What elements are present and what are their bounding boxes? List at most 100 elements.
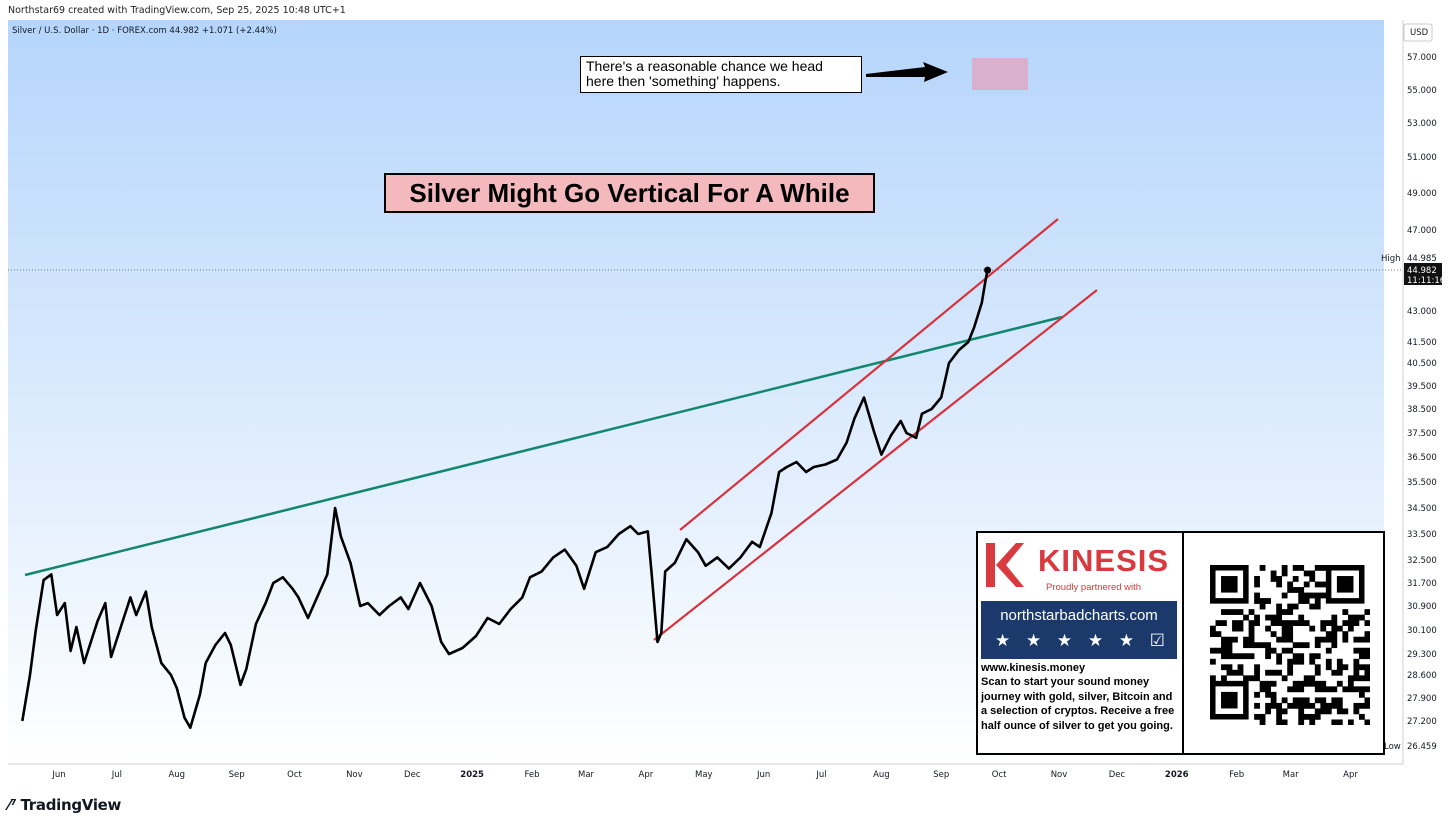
- y-tick-label: 35.500: [1407, 478, 1437, 488]
- qr-module: [1298, 719, 1305, 725]
- y-tick-label: 49.000: [1407, 189, 1437, 199]
- qr-module: [1292, 702, 1299, 709]
- x-tick-label: Oct: [287, 770, 302, 780]
- qr-module: [1364, 636, 1370, 643]
- qr-module: [1270, 620, 1277, 626]
- qr-module: [1364, 702, 1370, 709]
- qr-module: [1243, 642, 1249, 649]
- qr-module: [1314, 653, 1321, 660]
- qr-module: [1347, 620, 1354, 626]
- qr-module: [1259, 603, 1266, 610]
- qr-module: [1270, 570, 1277, 577]
- qr-module: [1320, 702, 1327, 709]
- qr-module: [1298, 592, 1305, 599]
- y-tick-label: 27.900: [1407, 694, 1437, 704]
- qr-module: [1325, 658, 1332, 665]
- qr-module: [1248, 642, 1255, 649]
- qr-module: [1358, 653, 1365, 660]
- price-series-line: [21, 269, 989, 729]
- qr-module: [1353, 702, 1360, 709]
- tradingview-logo-text: TradingView: [20, 796, 122, 814]
- qr-module: [1314, 581, 1321, 588]
- qr-module: [1254, 581, 1260, 588]
- callout-annotation: There's a reasonable chance we head here…: [580, 56, 862, 93]
- qr-module: [1276, 614, 1283, 621]
- qr-module: [1314, 686, 1321, 693]
- qr-module: [1232, 636, 1238, 643]
- low-label: Low: [1384, 742, 1401, 752]
- target-zone: [972, 58, 1028, 90]
- qr-module: [1298, 587, 1305, 593]
- qr-module: [1281, 708, 1288, 715]
- qr-module: [1364, 653, 1370, 660]
- symbol-legend[interactable]: Silver / U.S. Dollar · 1D · FOREX.com 44…: [12, 26, 277, 36]
- qr-module: [1287, 669, 1294, 676]
- qr-module: [1325, 636, 1332, 643]
- sponsor-ad[interactable]: KINESIS Proudly partnered with northstar…: [976, 531, 1385, 755]
- qr-code-icon[interactable]: [1210, 565, 1370, 725]
- qr-module: [1364, 669, 1370, 676]
- qr-module: [1270, 680, 1277, 687]
- qr-module: [1314, 708, 1321, 715]
- qr-module: [1276, 636, 1283, 643]
- qr-module: [1276, 581, 1283, 588]
- qr-module: [1303, 675, 1310, 682]
- y-tick-label: 37.500: [1407, 429, 1437, 439]
- qr-module: [1358, 675, 1365, 682]
- qr-module: [1287, 658, 1294, 665]
- qr-module: [1210, 647, 1216, 654]
- y-tick-label: 40.500: [1407, 359, 1437, 369]
- x-tick-label: Dec: [404, 770, 421, 780]
- qr-module: [1276, 719, 1283, 725]
- qr-module: [1353, 686, 1360, 693]
- qr-module: [1215, 620, 1222, 626]
- qr-module: [1303, 570, 1310, 577]
- tradingview-logo[interactable]: ⁄⁷ TradingView: [8, 796, 121, 814]
- qr-module: [1270, 576, 1277, 582]
- qr-module: [1265, 653, 1271, 660]
- qr-module: [1364, 631, 1370, 638]
- price-badge: 44.982: [1407, 266, 1437, 276]
- currency-box[interactable]: [1403, 23, 1433, 42]
- qr-module: [1331, 719, 1338, 725]
- qr-module: [1358, 702, 1365, 709]
- callout-line-1: There's a reasonable chance we head: [586, 58, 823, 74]
- qr-module: [1287, 620, 1294, 626]
- qr-module: [1221, 636, 1227, 643]
- kinesis-logo-icon: [986, 543, 1024, 587]
- qr-module: [1353, 620, 1360, 626]
- qr-module: [1232, 625, 1238, 632]
- qr-module: [1336, 708, 1343, 715]
- x-tick-label: Dec: [1109, 770, 1126, 780]
- qr-module: [1237, 653, 1244, 660]
- qr-module: [1336, 664, 1343, 671]
- countdown-timer: 11:11:16: [1407, 276, 1445, 286]
- x-tick-label: Jun: [756, 770, 770, 780]
- qr-module: [1303, 713, 1310, 720]
- qr-module: [1342, 664, 1349, 671]
- qr-module: [1237, 664, 1244, 671]
- ad-url[interactable]: www.kinesis.money: [981, 662, 1086, 674]
- qr-module: [1232, 620, 1238, 626]
- qr-module: [1265, 702, 1271, 709]
- qr-module: [1226, 653, 1233, 660]
- qr-module: [1226, 636, 1233, 643]
- qr-module: [1364, 664, 1370, 671]
- high-value: 44.985: [1407, 254, 1437, 264]
- qr-module: [1336, 719, 1343, 725]
- qr-panel: [1184, 533, 1383, 753]
- star-icon: ★: [1056, 631, 1073, 651]
- qr-module: [1221, 647, 1227, 654]
- qr-module: [1347, 625, 1354, 632]
- qr-module: [1303, 581, 1310, 588]
- qr-module: [1342, 708, 1349, 715]
- qr-module: [1281, 697, 1288, 704]
- qr-module: [1298, 653, 1305, 660]
- qr-module: [1347, 675, 1354, 682]
- qr-module: [1314, 680, 1321, 687]
- qr-module: [1210, 658, 1216, 665]
- qr-module: [1210, 675, 1216, 682]
- qr-module: [1309, 702, 1316, 709]
